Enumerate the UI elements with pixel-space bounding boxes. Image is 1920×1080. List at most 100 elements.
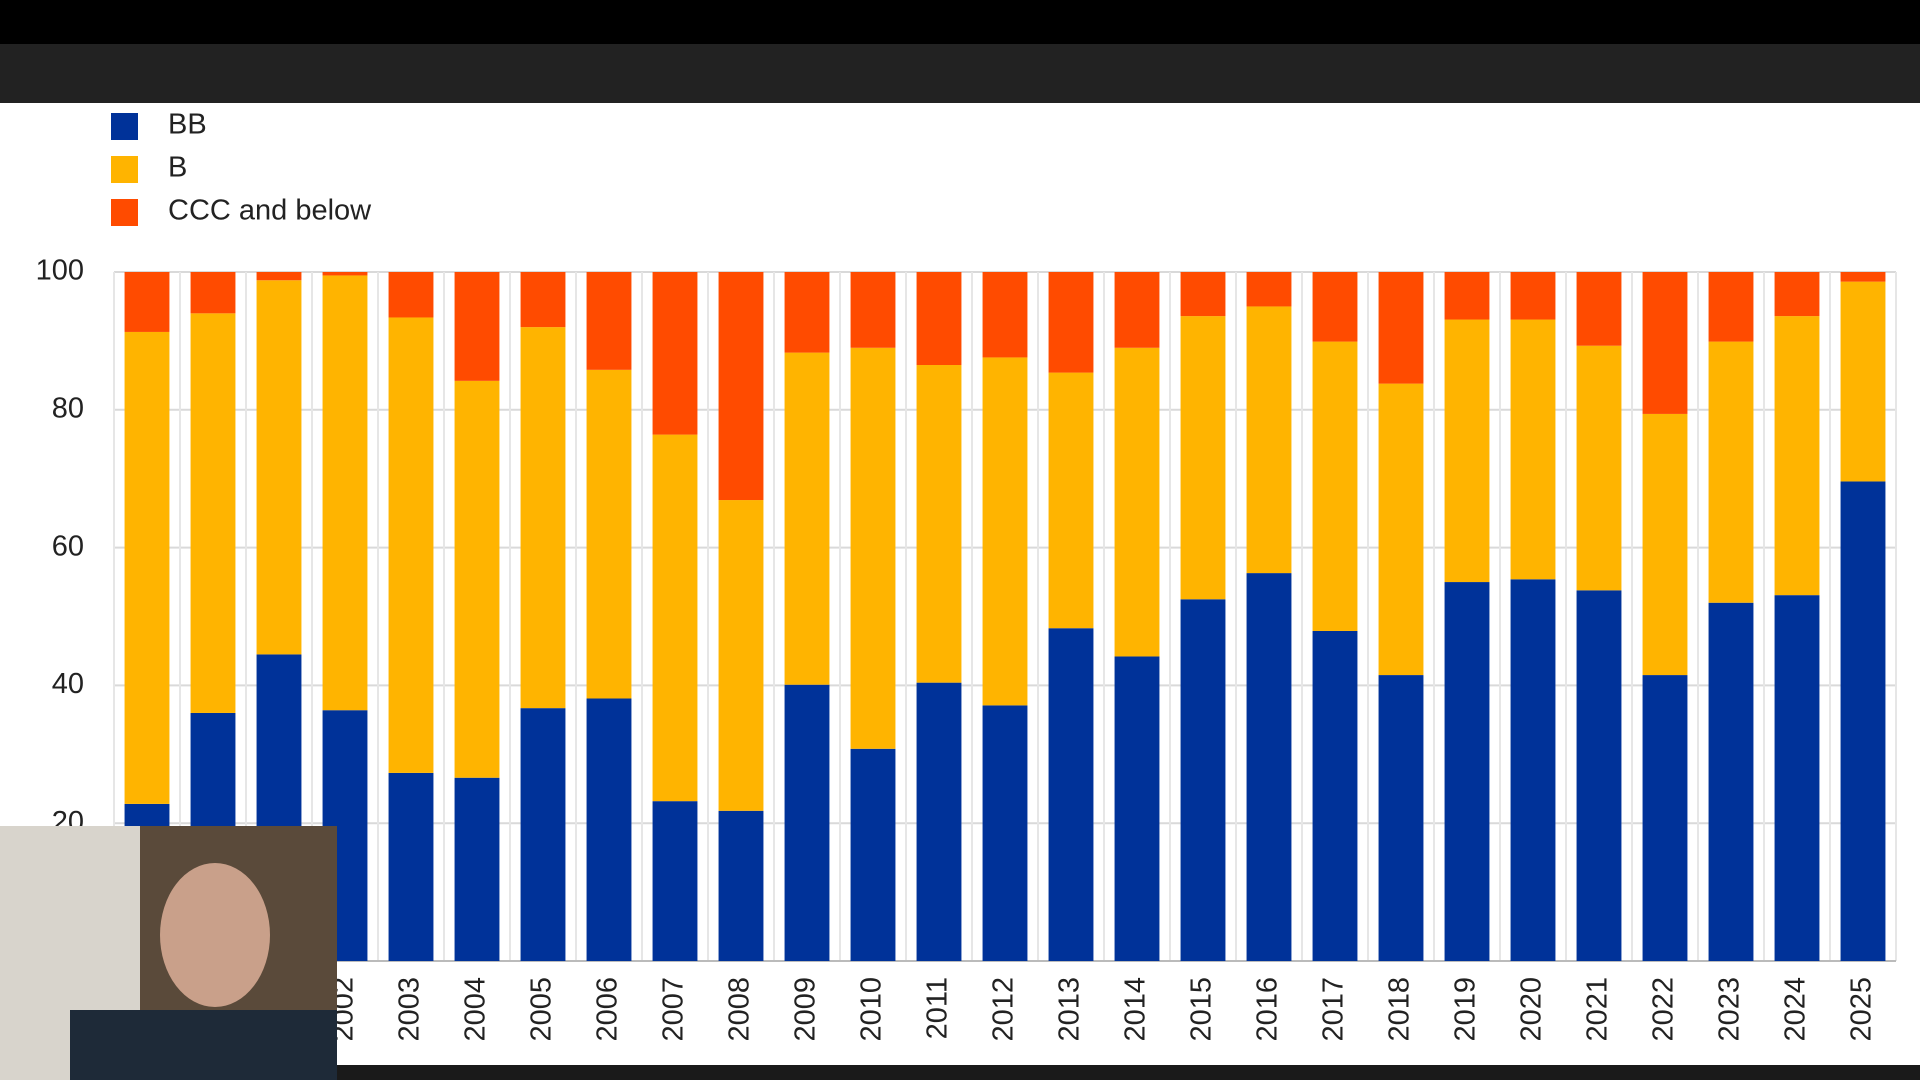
bar-segment <box>652 801 698 961</box>
bar-segment <box>1114 272 1160 348</box>
x-tick-label: 2007 <box>658 977 690 1042</box>
bar-segment <box>520 327 566 709</box>
bar-segment <box>1576 272 1622 346</box>
bar-segment <box>1774 316 1820 596</box>
bar-segment <box>784 352 830 685</box>
bar-segment <box>982 272 1028 358</box>
x-tick-label: 2013 <box>1054 977 1086 1042</box>
bar-segment <box>1444 272 1490 320</box>
x-tick-label: 2006 <box>592 977 624 1042</box>
bar-segment <box>1378 383 1424 676</box>
bar-segment <box>718 272 764 501</box>
bar-segment <box>982 357 1028 706</box>
x-tick-label: 2014 <box>1120 977 1152 1042</box>
bar-segment <box>850 347 896 749</box>
x-tick-label: 2021 <box>1582 977 1614 1042</box>
toolbar <box>0 44 1920 103</box>
bottom-bar <box>0 1065 1920 1080</box>
bar-segment <box>784 684 830 961</box>
x-tick-label: 2009 <box>790 977 822 1042</box>
bar-segment <box>718 500 764 811</box>
bar-segment <box>586 272 632 370</box>
webcam-shirt <box>70 1010 337 1080</box>
bar-segment <box>454 380 500 778</box>
bar-segment <box>1246 573 1292 961</box>
bar-segment <box>322 275 368 711</box>
x-tick-label: 2020 <box>1516 977 1548 1042</box>
bar-segment <box>388 772 434 961</box>
bar-segment <box>1048 628 1094 961</box>
bar-segment <box>1378 675 1424 961</box>
bar-segment <box>1180 599 1226 961</box>
bar-segment <box>190 272 236 314</box>
bar-segment <box>1708 341 1754 603</box>
x-tick-label: 2018 <box>1384 977 1416 1042</box>
bar-segment <box>1642 272 1688 414</box>
bar-segment <box>1312 341 1358 631</box>
bar-segment <box>1708 272 1754 342</box>
legend-label: BB <box>168 109 207 141</box>
bar-segment <box>454 777 500 961</box>
bar-segment <box>982 705 1028 961</box>
x-tick-label: 2004 <box>460 977 492 1042</box>
bar-segment <box>1246 306 1292 574</box>
bar-segment <box>1180 316 1226 600</box>
x-tick-label: 2022 <box>1648 977 1680 1042</box>
bar-segment <box>784 272 830 353</box>
bar-segment <box>652 272 698 435</box>
x-tick-label: 2024 <box>1780 977 1812 1042</box>
y-tick-label: 60 <box>52 530 84 562</box>
bar-segment <box>454 272 500 381</box>
bar-segment <box>1576 345 1622 591</box>
bar-segment <box>1048 372 1094 629</box>
x-tick-label: 2017 <box>1318 977 1350 1042</box>
x-tick-label: 2025 <box>1846 977 1878 1042</box>
x-tick-label: 2008 <box>724 977 756 1042</box>
bar-segment <box>1510 319 1556 580</box>
bar-segment <box>388 317 434 773</box>
bar-segment <box>256 272 302 281</box>
x-tick-label: 2012 <box>988 977 1020 1042</box>
bar-segment <box>1444 582 1490 961</box>
x-tick-label: 2005 <box>526 977 558 1042</box>
bar-segment <box>586 698 632 961</box>
bar-segment <box>1576 590 1622 961</box>
webcam-overlay <box>0 826 337 1080</box>
bar-segment <box>1312 272 1358 342</box>
bar-segment <box>652 434 698 802</box>
bar-segment <box>1840 272 1886 282</box>
bar-segment <box>1444 319 1490 583</box>
bar-segment <box>916 682 962 961</box>
bar-segment <box>850 748 896 961</box>
legend-label: CCC and below <box>168 195 372 227</box>
bar-segment <box>520 708 566 961</box>
legend-swatch <box>111 156 138 183</box>
bar-segment <box>1180 272 1226 317</box>
bar-segment <box>1312 630 1358 961</box>
bar-segment <box>586 369 632 699</box>
y-tick-label: 80 <box>52 392 84 424</box>
bar-segment <box>916 272 962 366</box>
bar-segment <box>1840 481 1886 961</box>
bar-segment <box>916 365 962 683</box>
legend-swatch <box>111 199 138 226</box>
bar-segment <box>718 810 764 961</box>
x-tick-label: 2010 <box>856 977 888 1042</box>
y-tick-label: 100 <box>36 255 84 287</box>
bar-segment <box>124 331 170 804</box>
bar-segment <box>1510 272 1556 320</box>
x-tick-label: 2015 <box>1186 977 1218 1042</box>
bar-segment <box>190 313 236 713</box>
bar-segment <box>388 272 434 318</box>
bar-segment <box>1774 595 1820 961</box>
bar-segment <box>1378 272 1424 384</box>
bar-segment <box>1114 347 1160 657</box>
webcam-face <box>160 863 270 1007</box>
x-tick-label: 2011 <box>922 977 954 1039</box>
bar-segment <box>1642 413 1688 676</box>
bar-segment <box>322 272 368 276</box>
x-tick-label: 2016 <box>1252 977 1284 1042</box>
top-bar <box>0 0 1920 44</box>
bar-segment <box>1642 675 1688 961</box>
